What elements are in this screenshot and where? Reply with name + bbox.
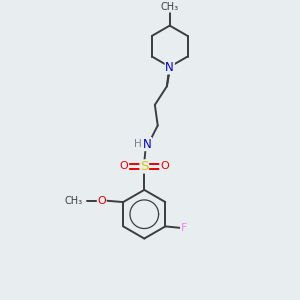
Text: CH₃: CH₃: [161, 2, 179, 12]
Text: O: O: [120, 161, 129, 171]
Text: N: N: [165, 60, 174, 73]
Text: O: O: [160, 161, 169, 171]
Text: N: N: [165, 61, 174, 74]
Text: S: S: [140, 160, 148, 173]
Text: N: N: [143, 138, 152, 151]
Text: CH₃: CH₃: [64, 196, 82, 206]
Text: O: O: [98, 196, 106, 206]
Text: H: H: [134, 139, 142, 148]
Text: F: F: [181, 223, 187, 233]
